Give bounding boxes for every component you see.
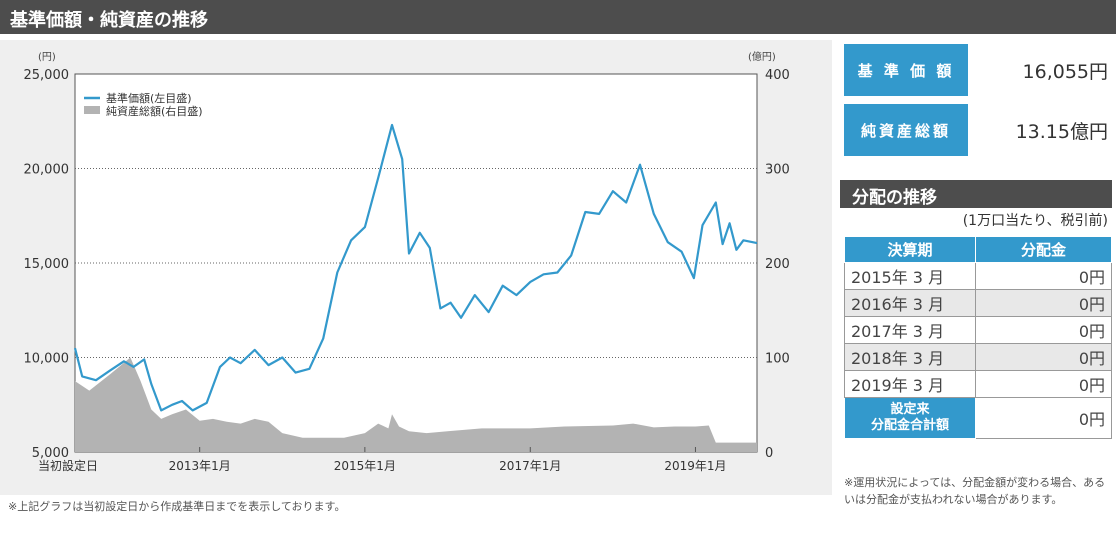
right-tick-label: 100 — [765, 352, 790, 367]
legend-assets-swatch — [84, 106, 100, 114]
assets-value: 13.15億円 — [1015, 120, 1108, 143]
table-row: 2016年 3 月 0円 — [844, 289, 1112, 317]
distribution-table: 決算期 分配金 2015年 3 月 0円 2016年 3 月 0円 2017年 … — [844, 236, 1112, 439]
table-row: 2019年 3 月 0円 — [844, 370, 1112, 398]
total-amount-cell: 0円 — [975, 397, 1112, 439]
amount-cell: 0円 — [975, 262, 1112, 290]
nav-series-line — [73, 123, 758, 412]
right-tick-label: 0 — [765, 446, 773, 461]
amount-cell: 0円 — [975, 289, 1112, 317]
plot-area — [74, 73, 758, 453]
right-tick-label: 300 — [765, 163, 790, 178]
amount-cell: 0円 — [975, 370, 1112, 398]
period-cell: 2015年 3 月 — [844, 262, 976, 290]
section-title: 基準価額・純資産の推移 — [10, 10, 208, 31]
legend-assets-label: 純資産総額(右目盛) — [106, 104, 203, 118]
left-tick-label: 5,000 — [32, 446, 69, 461]
chart-footnote: ※上記グラフは当初設定日から作成基準日までを表示しております。 — [8, 500, 346, 513]
table-row: 2017年 3 月 0円 — [844, 316, 1112, 344]
left-axis-unit: (円) — [38, 52, 56, 63]
x-tick-label: 当初設定日 — [38, 458, 98, 473]
total-label-cell: 設定来 分配金合計額 — [844, 397, 976, 439]
nav-summary-row: 基 準 価 額 16,055円 — [840, 44, 1112, 96]
x-tick-label: 2013年1月 — [169, 459, 231, 473]
total-row: 設定来 分配金合計額 0円 — [844, 397, 1112, 439]
period-cell: 2018年 3 月 — [844, 343, 976, 371]
left-tick-label: 25,000 — [24, 68, 70, 83]
x-tick-label: 2019年1月 — [664, 459, 726, 473]
legend-nav-label: 基準価額(左目盛) — [106, 91, 192, 105]
right-tick-label: 400 — [765, 68, 790, 83]
period-cell: 2016年 3 月 — [844, 289, 976, 317]
amount-cell: 0円 — [975, 343, 1112, 371]
table-row: 2015年 3 月 0円 — [844, 262, 1112, 290]
net-assets-area — [75, 357, 757, 452]
x-tick-label: 2015年1月 — [334, 459, 396, 473]
distribution-footnote: ※運用状況によっては、分配金額が変わる場合、あるいは分配金が支払われない場合があ… — [844, 476, 1106, 506]
distribution-table-header: 決算期 分配金 — [844, 236, 1112, 263]
total-label-line1: 設定来 — [890, 402, 930, 417]
left-tick-label: 10,000 — [24, 352, 70, 367]
assets-label: 純資産総額 — [844, 104, 968, 156]
left-tick-label: 20,000 — [24, 163, 70, 178]
distribution-title: 分配の推移 — [852, 188, 937, 208]
distribution-header: 分配の推移 — [840, 180, 1112, 208]
x-tick-label: 2017年1月 — [499, 459, 561, 473]
section-title-bar: 基準価額・純資産の推移 — [0, 0, 1116, 34]
right-axis-unit: (億円) — [748, 50, 776, 63]
amount-column-header: 分配金 — [975, 236, 1112, 263]
total-label-line2: 分配金合計額 — [870, 418, 949, 433]
nav-value: 16,055円 — [1022, 60, 1108, 83]
period-cell: 2019年 3 月 — [844, 370, 976, 398]
period-cell: 2017年 3 月 — [844, 316, 976, 344]
nav-chart: (円) (億円) 25,000 20,000 15,000 10,000 5,000 400 3… — [24, 50, 790, 473]
left-tick-label: 15,000 — [24, 257, 70, 272]
table-row: 2018年 3 月 0円 — [844, 343, 1112, 371]
assets-summary-row: 純資産総額 13.15億円 — [840, 104, 1112, 156]
nav-label: 基 準 価 額 — [844, 44, 968, 96]
period-column-header: 決算期 — [844, 236, 976, 263]
amount-cell: 0円 — [975, 316, 1112, 344]
distribution-note: (1万口当たり、税引前) — [962, 213, 1108, 229]
right-tick-label: 200 — [765, 257, 790, 272]
